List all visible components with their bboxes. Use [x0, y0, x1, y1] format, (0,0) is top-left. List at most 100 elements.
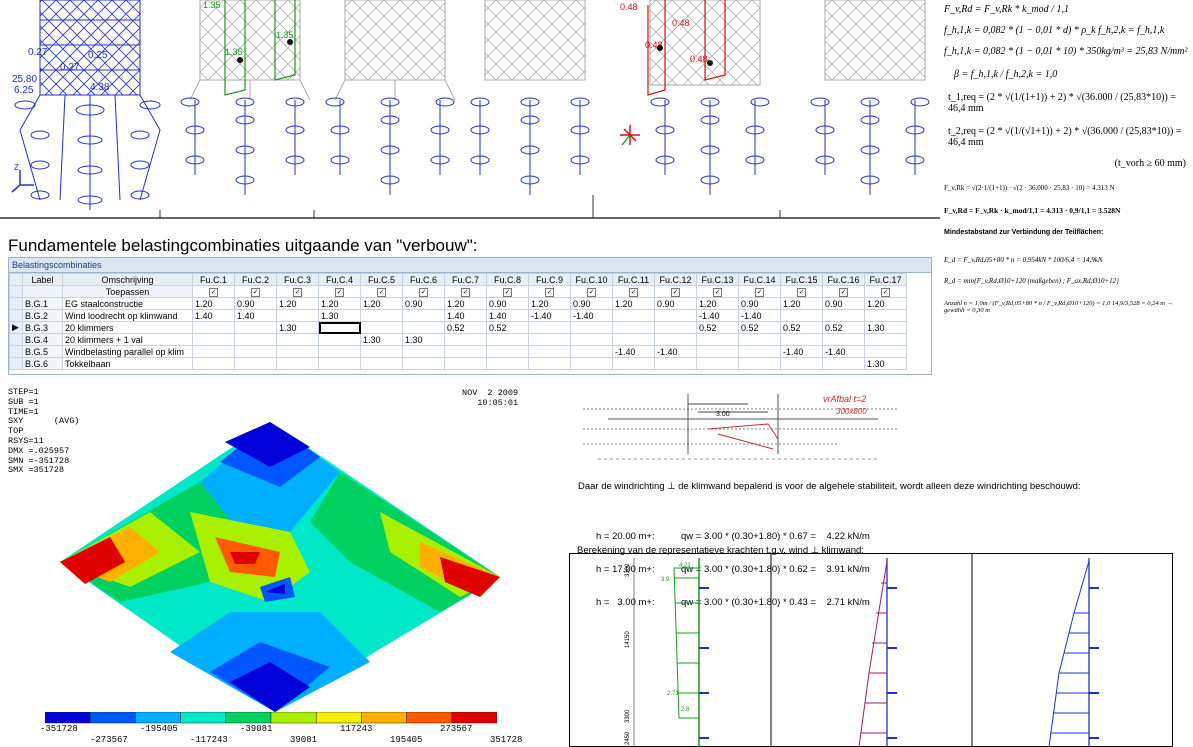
apply-checkbox-cell[interactable]: ✓	[402, 285, 445, 298]
cell-factor[interactable]	[486, 357, 529, 370]
cell-factor[interactable]: 1.20	[864, 297, 907, 310]
cell-factor[interactable]: 1.30	[864, 357, 907, 370]
cell-factor[interactable]	[654, 309, 697, 322]
cell-factor[interactable]	[696, 345, 739, 358]
col-header-fuc8[interactable]: Fu.C.8	[486, 273, 529, 286]
cell-factor[interactable]	[444, 333, 487, 346]
cell-factor[interactable]	[192, 345, 235, 358]
cell-factor[interactable]	[486, 333, 529, 346]
cell-factor[interactable]: 0.90	[654, 297, 697, 310]
cell-description[interactable]: Windbelasting parallel op klim	[62, 345, 193, 358]
cell-factor[interactable]	[738, 357, 781, 370]
cell-description[interactable]: EG staalconstructie	[62, 297, 193, 310]
cell-factor[interactable]	[234, 321, 277, 334]
checkbox-checked-icon[interactable]: ✓	[713, 288, 722, 297]
cell-factor[interactable]: -1.40	[738, 309, 781, 322]
cell-factor[interactable]	[612, 309, 655, 322]
cell-factor[interactable]	[360, 357, 403, 370]
checkbox-checked-icon[interactable]: ✓	[545, 288, 554, 297]
cell-factor[interactable]	[444, 357, 487, 370]
cell-factor[interactable]	[738, 345, 781, 358]
cell-factor[interactable]	[738, 333, 781, 346]
current-row-arrow-icon[interactable]: ▶	[9, 321, 23, 334]
checkbox-checked-icon[interactable]: ✓	[209, 288, 218, 297]
cell-factor[interactable]	[402, 309, 445, 322]
apply-checkbox-cell[interactable]: ✓	[486, 285, 529, 298]
checkbox-checked-icon[interactable]: ✓	[461, 288, 470, 297]
apply-checkbox-cell[interactable]: ✓	[234, 285, 277, 298]
col-header-fuc2[interactable]: Fu.C.2	[234, 273, 277, 286]
row-header[interactable]	[9, 309, 23, 322]
cell-factor[interactable]: 0.52	[738, 321, 781, 334]
table-row[interactable]: B.G.1 EG staalconstructie 1.20 0.90 1.20 1.20…	[9, 297, 907, 310]
cell-factor[interactable]: 0.90	[234, 297, 277, 310]
cell-factor[interactable]	[696, 357, 739, 370]
cell-factor[interactable]	[528, 333, 571, 346]
checkbox-checked-icon[interactable]: ✓	[293, 288, 302, 297]
cell-factor[interactable]: 1.20	[276, 297, 319, 310]
cell-factor[interactable]: 1.40	[444, 309, 487, 322]
cell-factor[interactable]: 0.52	[822, 321, 865, 334]
cell-factor[interactable]	[402, 345, 445, 358]
cell-factor[interactable]	[486, 345, 529, 358]
cell-factor[interactable]	[654, 333, 697, 346]
col-header-fuc13[interactable]: Fu.C.13	[696, 273, 739, 286]
cell-factor[interactable]	[402, 321, 445, 334]
col-header-fuc4[interactable]: Fu.C.4	[318, 273, 361, 286]
checkbox-checked-icon[interactable]: ✓	[755, 288, 764, 297]
cell-factor[interactable]: 0.52	[780, 321, 823, 334]
cell-factor[interactable]: 1.20	[192, 297, 235, 310]
cell-factor[interactable]	[822, 309, 865, 322]
apply-checkbox-cell[interactable]: ✓	[528, 285, 571, 298]
cell-factor[interactable]: 1.20	[780, 297, 823, 310]
checkbox-checked-icon[interactable]: ✓	[671, 288, 680, 297]
cell-factor[interactable]	[570, 321, 613, 334]
cell-factor[interactable]	[696, 333, 739, 346]
cell-factor[interactable]: 1.20	[360, 297, 403, 310]
cell-factor[interactable]: 1.20	[612, 297, 655, 310]
cell-description[interactable]: 20 klimmers + 1 val	[62, 333, 193, 346]
cell-factor[interactable]	[864, 345, 907, 358]
row-header[interactable]	[9, 357, 23, 370]
table-row[interactable]: ▶ B.G.3 20 klimmers 1.30 0.52 0.52 0.52 0.52 0.5…	[9, 321, 907, 334]
cell-label[interactable]: B.G.2	[22, 309, 63, 322]
cell-factor[interactable]: -1.40	[780, 345, 823, 358]
cell-label[interactable]: B.G.1	[22, 297, 63, 310]
cell-factor[interactable]	[192, 357, 235, 370]
apply-checkbox-cell[interactable]: ✓	[192, 285, 235, 298]
cell-factor[interactable]	[234, 333, 277, 346]
checkbox-checked-icon[interactable]: ✓	[419, 288, 428, 297]
checkbox-checked-icon[interactable]: ✓	[377, 288, 386, 297]
table-row[interactable]: B.G.4 20 klimmers + 1 val 1.30 1.30	[9, 333, 907, 346]
cell-factor[interactable]: 0.52	[696, 321, 739, 334]
apply-checkbox-cell[interactable]: ✓	[276, 285, 319, 298]
cell-factor[interactable]	[780, 309, 823, 322]
col-header-fuc11[interactable]: Fu.C.11	[612, 273, 655, 286]
cell-factor[interactable]	[192, 333, 235, 346]
cell-description[interactable]: Tokkelbaan	[62, 357, 193, 370]
cell-label[interactable]: B.G.3	[22, 321, 63, 334]
cell-description[interactable]: Wind loodrecht op klimwand	[62, 309, 193, 322]
checkbox-checked-icon[interactable]: ✓	[881, 288, 890, 297]
col-header-fuc7[interactable]: Fu.C.7	[444, 273, 487, 286]
cell-factor[interactable]	[318, 333, 361, 346]
cell-label[interactable]: B.G.4	[22, 333, 63, 346]
cell-factor[interactable]: 1.20	[528, 297, 571, 310]
checkbox-checked-icon[interactable]: ✓	[251, 288, 260, 297]
cell-factor[interactable]	[318, 321, 361, 334]
col-header-omschrijving[interactable]: Omschrijving	[62, 273, 193, 286]
cell-factor[interactable]: 1.20	[444, 297, 487, 310]
cell-factor[interactable]	[318, 345, 361, 358]
cell-factor[interactable]	[612, 321, 655, 334]
cell-factor[interactable]	[192, 321, 235, 334]
cell-factor[interactable]	[234, 357, 277, 370]
checkbox-checked-icon[interactable]: ✓	[587, 288, 596, 297]
cell-factor[interactable]: 0.90	[570, 297, 613, 310]
col-header-label[interactable]: Label	[22, 273, 63, 286]
cell-factor[interactable]	[528, 321, 571, 334]
cell-factor[interactable]: 1.30	[402, 333, 445, 346]
cell-factor[interactable]	[360, 345, 403, 358]
cell-factor[interactable]	[318, 357, 361, 370]
cell-factor[interactable]: 0.90	[486, 297, 529, 310]
row-header[interactable]	[9, 333, 23, 346]
